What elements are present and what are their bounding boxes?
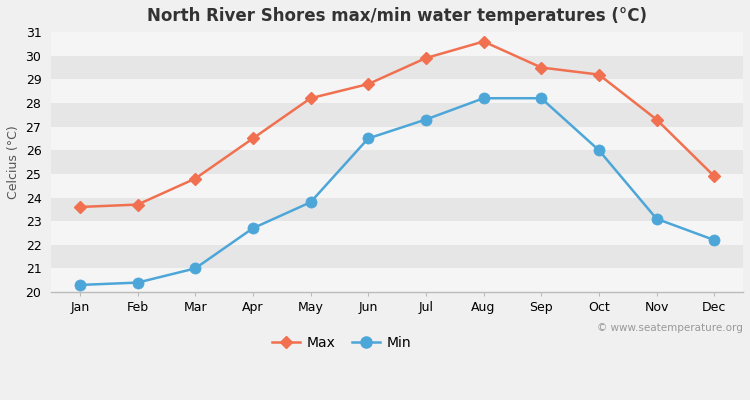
Bar bbox=[51, 245, 743, 268]
Min bbox=[364, 136, 373, 141]
Y-axis label: Celcius (°C): Celcius (°C) bbox=[7, 125, 20, 199]
Min bbox=[652, 216, 661, 221]
Bar bbox=[51, 221, 743, 245]
Bar bbox=[51, 79, 743, 103]
Max bbox=[306, 96, 315, 101]
Max bbox=[76, 204, 85, 209]
Min bbox=[190, 266, 200, 271]
Max bbox=[248, 136, 257, 141]
Max bbox=[479, 39, 488, 44]
Line: Min: Min bbox=[74, 93, 720, 290]
Text: © www.seatemperature.org: © www.seatemperature.org bbox=[597, 323, 743, 333]
Min bbox=[76, 282, 85, 287]
Min bbox=[479, 96, 488, 101]
Max bbox=[190, 176, 200, 181]
Min bbox=[537, 96, 546, 101]
Max bbox=[364, 82, 373, 86]
Min bbox=[248, 226, 257, 231]
Bar bbox=[51, 126, 743, 150]
Legend: Max, Min: Max, Min bbox=[266, 330, 417, 355]
Bar bbox=[51, 174, 743, 198]
Bar bbox=[51, 103, 743, 126]
Min bbox=[306, 200, 315, 205]
Bar bbox=[51, 56, 743, 79]
Bar bbox=[51, 198, 743, 221]
Max bbox=[422, 56, 430, 60]
Max bbox=[652, 117, 661, 122]
Max bbox=[537, 65, 546, 70]
Min bbox=[595, 148, 604, 153]
Max bbox=[133, 202, 142, 207]
Title: North River Shores max/min water temperatures (°C): North River Shores max/min water tempera… bbox=[147, 7, 647, 25]
Min bbox=[710, 238, 718, 242]
Bar bbox=[51, 268, 743, 292]
Line: Max: Max bbox=[76, 37, 718, 211]
Bar bbox=[51, 32, 743, 56]
Max bbox=[595, 72, 604, 77]
Max bbox=[710, 174, 718, 179]
Min bbox=[133, 280, 142, 285]
Bar bbox=[51, 150, 743, 174]
Min bbox=[422, 117, 430, 122]
